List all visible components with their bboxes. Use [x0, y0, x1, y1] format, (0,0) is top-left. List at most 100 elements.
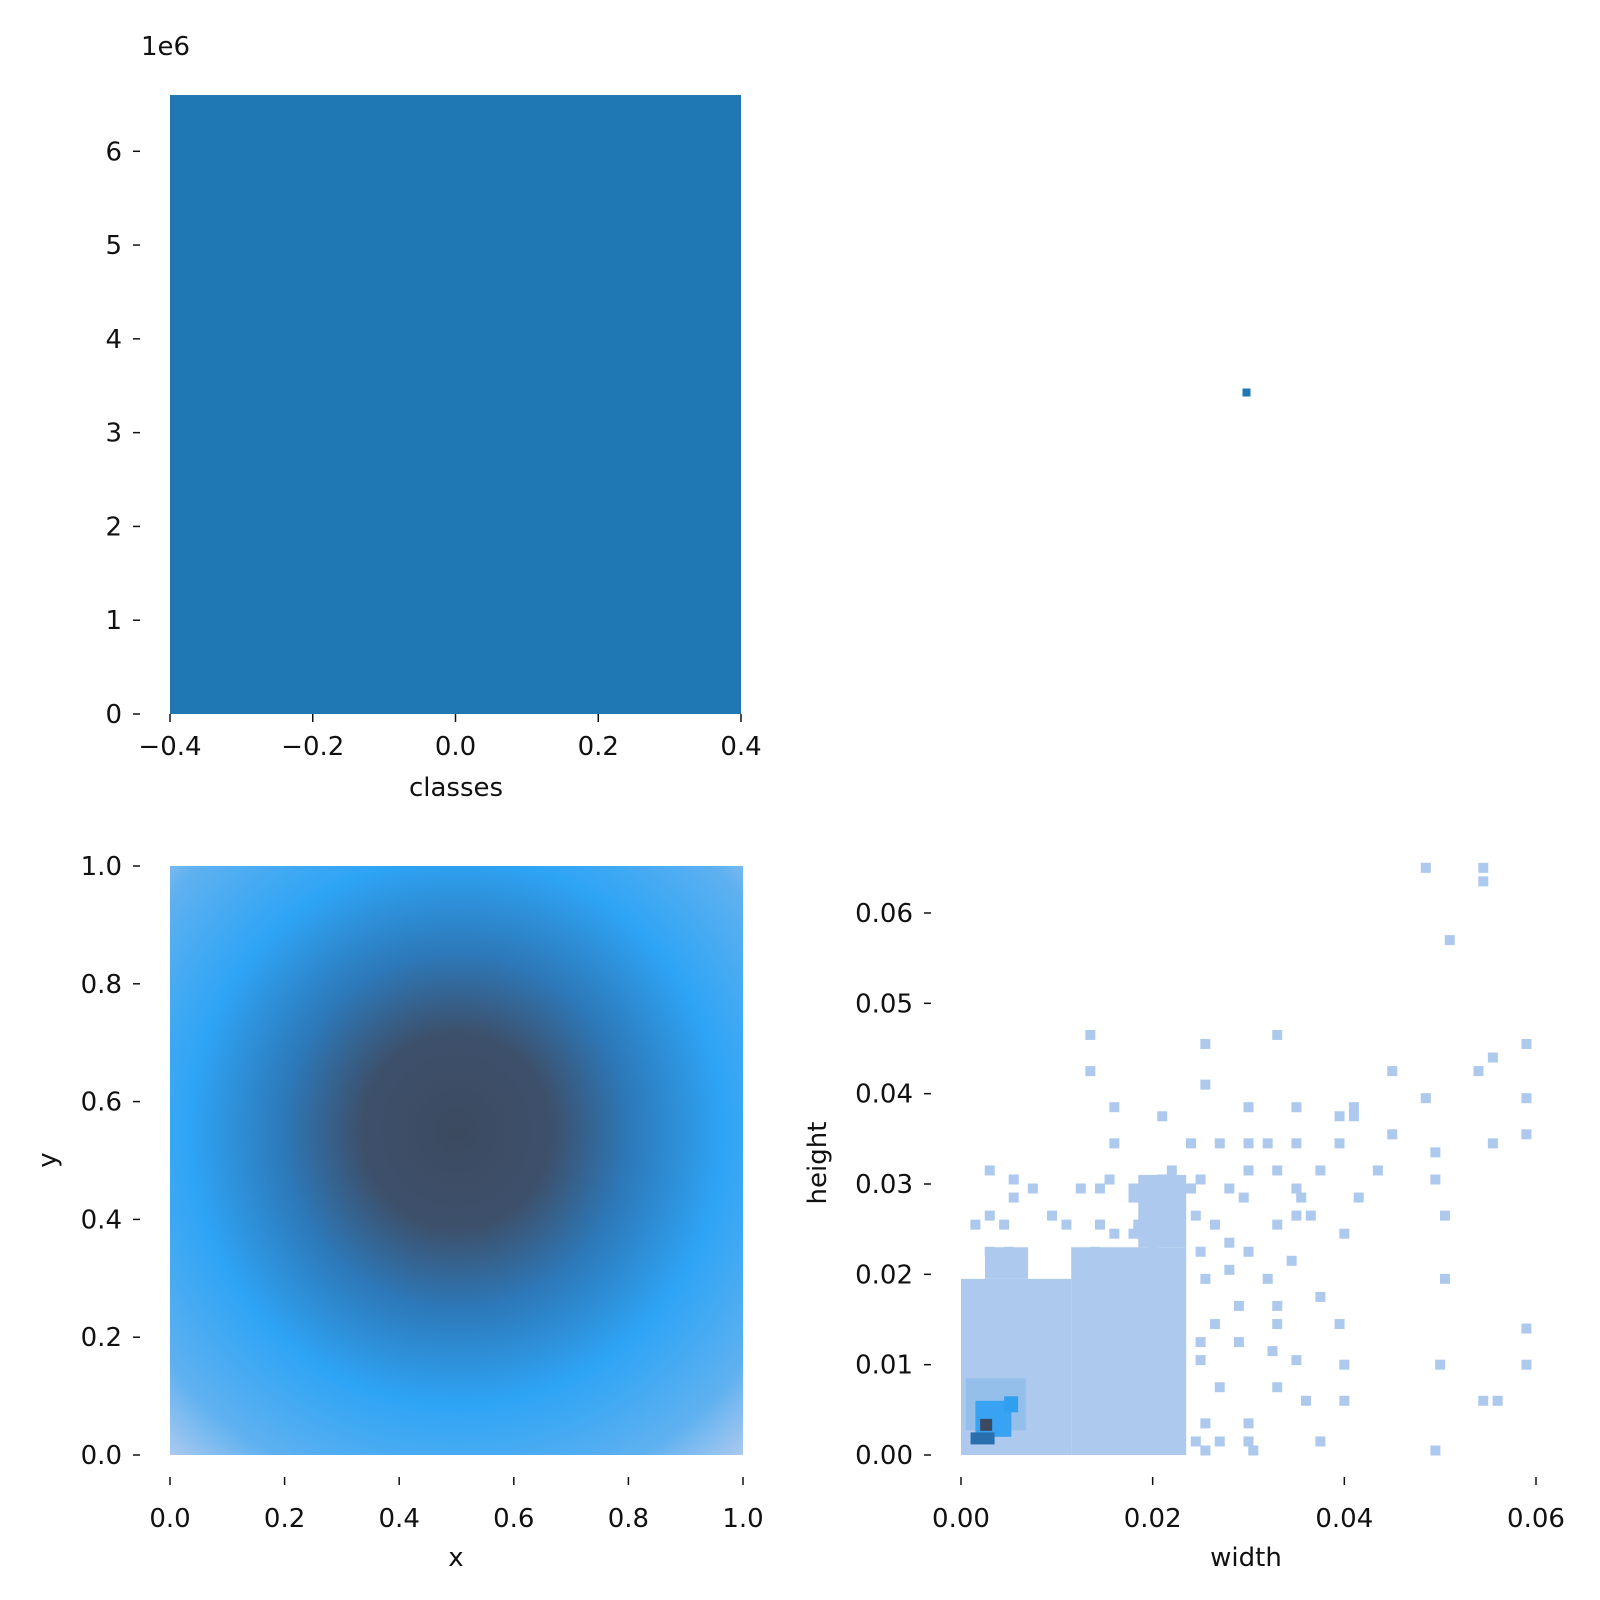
tick-label: 6: [105, 137, 122, 167]
tick-label: 0.6: [81, 1088, 122, 1118]
heatmap-cell: [1094, 1183, 1105, 1194]
heatmap-cell: [1085, 1066, 1096, 1077]
heatmap-cell: [1109, 1138, 1120, 1149]
heatmap-cell: [1128, 1228, 1139, 1239]
heatmap-cell: [1209, 1319, 1220, 1330]
heatmap-cell: [1315, 1165, 1326, 1176]
y-axis-label: y: [33, 1152, 63, 1167]
heatmap-cell: [1291, 1355, 1302, 1366]
tick-label: 5: [105, 231, 122, 261]
heatmap-cell: [1487, 1052, 1498, 1063]
heatmap-cell: [1128, 1183, 1139, 1194]
tick-label: 0.00: [855, 1441, 913, 1471]
heatmap-cell: [1334, 1138, 1345, 1149]
heatmap-cell: [1008, 1192, 1019, 1203]
heatmap-cell: [1243, 1102, 1254, 1113]
heatmap-cell: [1075, 1183, 1086, 1194]
heatmap-cell: [1162, 1219, 1173, 1230]
heatmap-cell: [1339, 1228, 1350, 1239]
tick-label: 0.00: [932, 1504, 990, 1534]
heatmap-cell: [1272, 1319, 1283, 1330]
heatmap-cell: [1233, 1337, 1244, 1348]
heatmap-cell: [1315, 1436, 1326, 1447]
heatmap-cell: [1387, 1129, 1398, 1140]
heatmap-cell: [1214, 1382, 1225, 1393]
heatmap-cell: [1243, 1138, 1254, 1149]
heatmap-cell: [1420, 1093, 1431, 1104]
heatmap-cell: [1190, 1210, 1201, 1221]
heatmap-cell: [970, 1219, 981, 1230]
tick-label: 0.04: [1315, 1504, 1373, 1534]
tick-label: 3: [105, 419, 122, 449]
top-right-panel: [1242, 388, 1251, 397]
tick-label: 0.01: [855, 1351, 913, 1381]
heatmap-cell: [1147, 1246, 1158, 1257]
heatmap-cell: [1487, 1138, 1498, 1149]
heatmap-cell: [1224, 1183, 1235, 1194]
heatmap-cell: [1291, 1138, 1302, 1149]
tick-label: 0.02: [1124, 1504, 1182, 1534]
heatmap-cell: [1387, 1066, 1398, 1077]
heatmap-cell: [984, 1246, 995, 1257]
heatmap-cell: [1243, 1246, 1254, 1257]
heatmap-cell: [984, 1165, 995, 1176]
heatmap-cell: [1195, 1246, 1206, 1257]
heatmap-cell: [1003, 1246, 1014, 1257]
tick-label: 0.4: [379, 1504, 420, 1534]
data-point: [1242, 388, 1251, 397]
heatmap-cell: [1200, 1418, 1211, 1429]
heatmap-cell: [1008, 1174, 1019, 1185]
heatmap-cell: [1334, 1319, 1345, 1330]
y-axis-label: height: [803, 1122, 833, 1205]
heatmap-cell: [1353, 1192, 1364, 1203]
heatmap-cell: [1209, 1219, 1220, 1230]
heatmap-cell: [1186, 1183, 1196, 1194]
heatmap-cell: [1339, 1395, 1350, 1406]
heatmap-cell: [1200, 1079, 1211, 1090]
heatmap-cell: [1195, 1355, 1206, 1366]
heatmap-cell: [1109, 1228, 1120, 1239]
heatmap-cell: [1094, 1219, 1105, 1230]
tick-label: 0.2: [578, 732, 619, 762]
heatmap-cell: [1521, 1038, 1532, 1049]
tick-label: 0.03: [855, 1170, 913, 1200]
heatmap-cell: [1291, 1210, 1302, 1221]
heatmap-cell: [1157, 1174, 1168, 1185]
heatmap-cell: [1157, 1409, 1168, 1420]
heatmap-cell: [1090, 1246, 1101, 1257]
heatmap-cell: [1200, 1038, 1211, 1049]
heatmap-cell: [1521, 1129, 1532, 1140]
x-axis-label: x: [448, 1543, 463, 1573]
heatmap-cell: [1085, 1029, 1096, 1040]
heatmap-cell: [1272, 1165, 1283, 1176]
heatmap-cell: [1272, 1300, 1283, 1311]
tick-label: 1: [105, 606, 122, 636]
heatmap-cell: [1521, 1359, 1532, 1370]
heatmap-cell: [1224, 1264, 1235, 1275]
heatmap-cell: [1348, 1102, 1359, 1113]
tick-label: 0.02: [855, 1260, 913, 1290]
heatmap-cell: [1027, 1183, 1038, 1194]
heatmap-cell: [1238, 1192, 1249, 1203]
tick-label: −0.4: [138, 732, 201, 762]
heatmap-cell: [1243, 1165, 1254, 1176]
heatmap-cell: [1190, 1436, 1201, 1447]
heatmap-cell: [1157, 1111, 1168, 1122]
tick-label: 0: [105, 700, 122, 730]
heatmap-cell: [1133, 1219, 1144, 1230]
tick-label: 0.2: [81, 1323, 122, 1353]
heatmap-cell: [1262, 1138, 1273, 1149]
heatmap-cell: [1444, 935, 1455, 946]
heatmap-cell: [1243, 1436, 1254, 1447]
heatmap-cell: [1214, 1436, 1225, 1447]
density-region: [1138, 1174, 1187, 1248]
heatmap-cell: [1195, 1337, 1206, 1348]
heatmap-cell: [1004, 1396, 1019, 1413]
heatmap-cell: [1262, 1273, 1273, 1284]
wh-heatmap-panel: width height 0.00 0.01 0.02 0.03 0.04 0.05 0.0…: [803, 862, 1565, 1573]
tick-label: 0.4: [720, 732, 761, 762]
heatmap-cell: [1286, 1255, 1297, 1266]
heatmap-cell: [1166, 1165, 1177, 1176]
heatmap-cell: [1439, 1273, 1450, 1284]
heatmap-cell: [1492, 1395, 1503, 1406]
